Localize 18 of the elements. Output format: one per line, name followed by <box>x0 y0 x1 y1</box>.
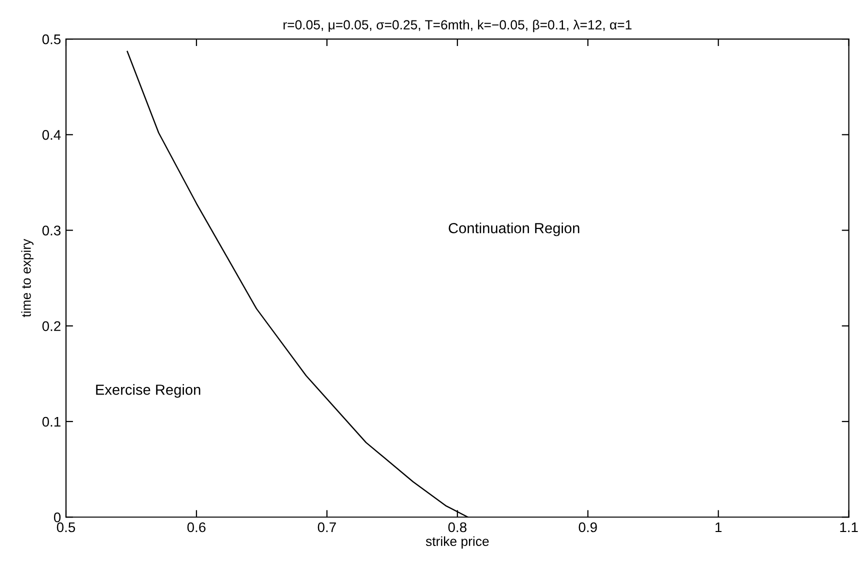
x-tick-label: 0.7 <box>318 522 336 532</box>
annotation: Continuation Region <box>448 222 580 236</box>
annotation: Exercise Region <box>96 384 200 398</box>
x-tick-label: 0.6 <box>187 522 206 532</box>
x-tick-label: 0.5 <box>56 522 76 532</box>
x-axis-title: strike price <box>426 536 489 549</box>
y-tick-label: 0.3 <box>42 226 61 236</box>
x-tick-label: 0.8 <box>448 522 466 532</box>
x-tick-label: 1.1 <box>840 522 858 532</box>
y-tick-label: 0.1 <box>42 416 60 427</box>
x-tick-label: 0.9 <box>578 522 597 532</box>
y-axis-title: time to expiry <box>21 238 34 318</box>
x-tick-label: 1 <box>716 522 722 532</box>
y-tick-label: 0.2 <box>42 321 60 332</box>
chart-title: r=0.05, μ=0.05, σ=0.25, T=6mth, k=−0.05, β=0.1, λ=12, α=1 <box>284 20 632 32</box>
y-tick-label: 0.4 <box>42 130 61 140</box>
y-tick-label: 0.5 <box>42 34 61 44</box>
y-tick-label: 0 <box>54 512 61 522</box>
